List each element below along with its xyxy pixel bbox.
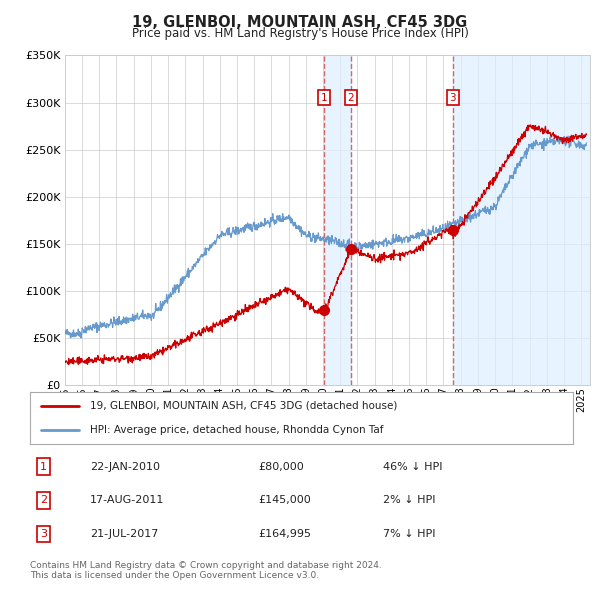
Text: This data is licensed under the Open Government Licence v3.0.: This data is licensed under the Open Gov…: [30, 571, 319, 580]
Text: 19, GLENBOI, MOUNTAIN ASH, CF45 3DG: 19, GLENBOI, MOUNTAIN ASH, CF45 3DG: [133, 15, 467, 30]
Text: Contains HM Land Registry data © Crown copyright and database right 2024.: Contains HM Land Registry data © Crown c…: [30, 560, 382, 569]
Text: 1: 1: [40, 462, 47, 472]
Text: 22-JAN-2010: 22-JAN-2010: [90, 462, 160, 472]
Text: 21-JUL-2017: 21-JUL-2017: [90, 529, 158, 539]
Text: HPI: Average price, detached house, Rhondda Cynon Taf: HPI: Average price, detached house, Rhon…: [90, 425, 383, 435]
Text: £164,995: £164,995: [258, 529, 311, 539]
Text: 3: 3: [40, 529, 47, 539]
Text: 19, GLENBOI, MOUNTAIN ASH, CF45 3DG (detached house): 19, GLENBOI, MOUNTAIN ASH, CF45 3DG (det…: [90, 401, 397, 411]
Bar: [453, 55, 590, 385]
Text: 1: 1: [321, 93, 328, 103]
Text: 17-AUG-2011: 17-AUG-2011: [90, 496, 164, 505]
Text: 46% ↓ HPI: 46% ↓ HPI: [383, 462, 442, 472]
Text: 7% ↓ HPI: 7% ↓ HPI: [383, 529, 436, 539]
Text: Price paid vs. HM Land Registry's House Price Index (HPI): Price paid vs. HM Land Registry's House …: [131, 27, 469, 40]
Text: 2% ↓ HPI: 2% ↓ HPI: [383, 496, 436, 505]
Text: £145,000: £145,000: [258, 496, 311, 505]
Bar: [324, 55, 351, 385]
Text: £80,000: £80,000: [258, 462, 304, 472]
Text: 2: 2: [40, 496, 47, 505]
Text: 3: 3: [449, 93, 456, 103]
Text: 2: 2: [348, 93, 355, 103]
